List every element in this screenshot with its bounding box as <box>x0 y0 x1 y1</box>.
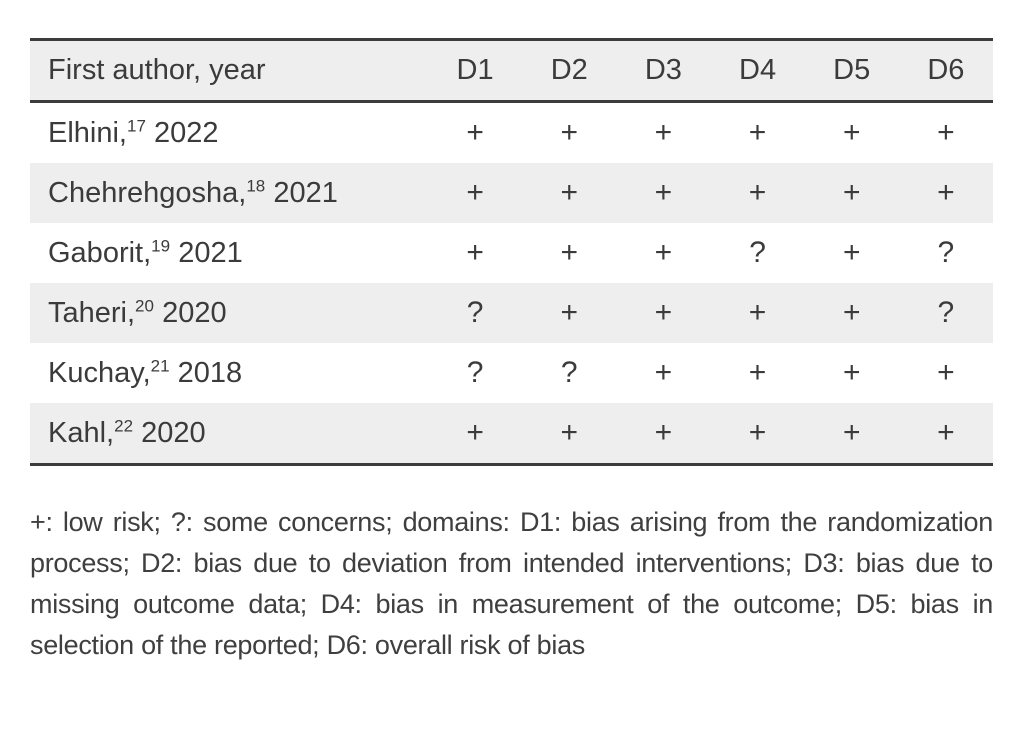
mark-cell-d2: + <box>522 163 617 223</box>
mark-cell-d5: + <box>842 356 861 389</box>
reference-superscript: 17 <box>127 115 146 135</box>
author-cell: Kahl,22 2020 <box>30 403 428 466</box>
mark-cell-d5: + <box>804 163 899 223</box>
mark-cell-d2: + <box>560 116 578 149</box>
mark-cell-d1: ? <box>428 283 523 343</box>
risk-of-bias-figure: First author, year D1 D2 D3 D4 D5 D6 Elh… <box>30 38 993 666</box>
mark-cell-d5: + <box>842 236 861 269</box>
publication-year: 2021 <box>273 176 338 209</box>
table-row: Chehrehgosha,18 2021 + + + + + + <box>30 163 993 223</box>
table-row: Gaborit,19 2021 + + + ? + ? <box>30 223 993 283</box>
author-cell: Chehrehgosha,18 2021 <box>30 163 428 223</box>
publication-year: 2020 <box>141 416 206 449</box>
table-row: Kahl,22 2020 + + + + + + <box>30 403 993 466</box>
mark-cell-d4: + <box>710 163 805 223</box>
risk-of-bias-table: First author, year D1 D2 D3 D4 D5 D6 Elh… <box>30 38 993 466</box>
mark-cell-d6: + <box>937 116 955 149</box>
author-cell: Elhini,17 2022 <box>30 102 428 164</box>
mark-cell-d5: + <box>804 283 899 343</box>
mark-cell-d3: + <box>654 116 673 149</box>
mark-cell-d6: + <box>898 403 993 466</box>
reference-superscript: 19 <box>151 235 171 255</box>
mark-cell-d4: + <box>710 403 805 466</box>
publication-year: 2020 <box>162 296 227 329</box>
column-header-d6: D6 <box>898 38 993 103</box>
author-name: Taheri, <box>48 296 136 329</box>
mark-cell-d2: + <box>522 403 617 466</box>
mark-cell-d1: ? <box>466 356 484 389</box>
author-name: Kahl, <box>48 416 115 449</box>
mark-cell-d4: + <box>748 116 767 149</box>
column-header-d2: D2 <box>522 38 617 103</box>
mark-cell-d3: + <box>616 163 711 223</box>
publication-year: 2018 <box>177 356 243 389</box>
table-row: Elhini,17 2022 + + + + + + <box>30 102 993 164</box>
mark-cell-d6: + <box>937 356 955 389</box>
author-cell: Taheri,20 2020 <box>30 283 428 343</box>
mark-cell-d3: + <box>616 403 711 466</box>
table-row: Taheri,20 2020 ? + + + + ? <box>30 283 993 343</box>
author-cell: Gaborit,19 2021 <box>30 223 428 283</box>
mark-cell-d2: + <box>560 236 578 269</box>
mark-cell-d3: + <box>616 283 711 343</box>
reference-superscript: 20 <box>135 295 154 315</box>
mark-cell-d5: + <box>842 116 861 149</box>
mark-cell-d2: + <box>522 283 617 343</box>
mark-cell-d4: ? <box>749 236 766 269</box>
column-header-d1: D1 <box>428 38 523 103</box>
author-name: Gaborit, <box>48 236 152 269</box>
column-header-d3: D3 <box>616 38 711 103</box>
publication-year: 2022 <box>154 116 219 149</box>
reference-superscript: 18 <box>246 175 266 195</box>
column-header-d5: D5 <box>804 38 899 103</box>
mark-cell-d4: + <box>710 283 805 343</box>
mark-cell-d6: + <box>898 163 993 223</box>
header-row: First author, year D1 D2 D3 D4 D5 D6 <box>30 38 993 103</box>
author-name: Kuchay, <box>48 356 151 389</box>
author-cell: Kuchay,21 2018 <box>30 343 428 403</box>
mark-cell-d2: ? <box>560 356 578 389</box>
table-row: Kuchay,21 2018 ? ? + + + + <box>30 343 993 403</box>
column-header-d4: D4 <box>710 38 805 103</box>
mark-cell-d4: + <box>748 356 767 389</box>
table-footnote: +: low risk; ?: some concerns; domains: … <box>30 507 993 660</box>
mark-cell-d5: + <box>804 403 899 466</box>
mark-cell-d3: + <box>654 356 673 389</box>
mark-cell-d3: + <box>654 236 673 269</box>
reference-superscript: 22 <box>114 415 134 435</box>
author-name: Chehrehgosha, <box>48 176 247 209</box>
mark-cell-d6: ? <box>898 283 993 343</box>
author-name: Elhini, <box>48 116 127 149</box>
column-header-author: First author, year <box>30 38 428 103</box>
mark-cell-d1: + <box>428 163 523 223</box>
reference-superscript: 21 <box>150 355 170 375</box>
mark-cell-d1: + <box>466 236 484 269</box>
publication-year: 2021 <box>178 236 243 269</box>
mark-cell-d1: + <box>428 403 523 466</box>
mark-cell-d6: ? <box>937 236 955 269</box>
mark-cell-d1: + <box>466 116 484 149</box>
